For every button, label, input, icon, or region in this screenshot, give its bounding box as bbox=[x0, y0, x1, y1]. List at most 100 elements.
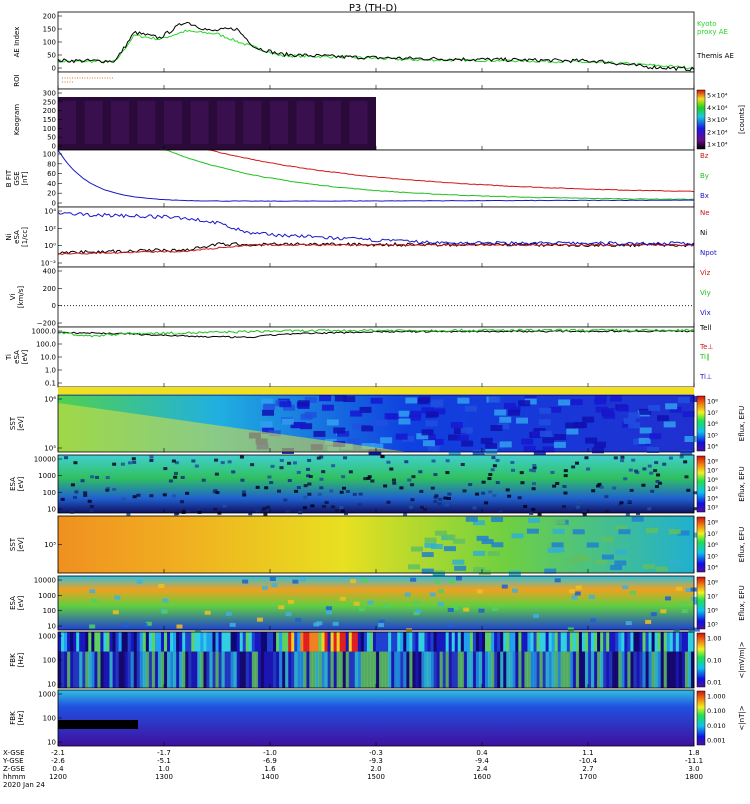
spectrogram-cell bbox=[630, 590, 637, 595]
footer-value: 1300 bbox=[155, 773, 173, 781]
fbk1-stripe bbox=[454, 651, 459, 688]
spectrogram-cell bbox=[569, 589, 576, 594]
fbk1-stripe bbox=[548, 632, 553, 652]
fbk1-stripe bbox=[164, 632, 168, 652]
fbk1-stripe bbox=[403, 651, 407, 688]
spectrogram-cell bbox=[427, 446, 440, 453]
colorbar-scale bbox=[696, 516, 706, 573]
y-tick-label: 200 bbox=[43, 13, 56, 21]
spectrogram-cell bbox=[523, 445, 536, 452]
fbk1-stripe bbox=[491, 632, 495, 652]
spectrogram-cell bbox=[389, 467, 394, 471]
spectrogram-cell bbox=[425, 420, 438, 427]
spectrogram-cell bbox=[445, 471, 450, 475]
spectrogram-cell bbox=[319, 395, 332, 402]
fbk1-stripe bbox=[584, 632, 589, 652]
fbk1-stripe bbox=[309, 651, 313, 688]
keogram-band bbox=[323, 101, 341, 144]
colorbar-tick-label: 1.000 bbox=[707, 693, 726, 701]
spectrogram-cell bbox=[444, 503, 449, 507]
spectrogram-cell bbox=[434, 579, 441, 584]
spectrogram-cell bbox=[204, 610, 211, 615]
fbk1-stripe bbox=[424, 651, 428, 688]
fbk1-stripe bbox=[542, 632, 547, 652]
spectrogram-cell bbox=[447, 492, 452, 496]
spectrogram-cell bbox=[553, 519, 566, 525]
panel-roi: ROI bbox=[13, 71, 695, 90]
spectrogram-cell bbox=[657, 415, 670, 422]
spectrogram-cell bbox=[399, 486, 404, 490]
spectrogram-cell bbox=[445, 459, 450, 463]
fbk1-stripe bbox=[472, 651, 477, 688]
spectrogram-cell bbox=[491, 606, 498, 611]
spectrogram-cell bbox=[485, 442, 498, 449]
colorbar-unit-label: Eflux, EFU bbox=[738, 585, 746, 620]
fbk1-stripe bbox=[312, 632, 316, 652]
fbk1-stripe bbox=[321, 651, 326, 688]
fbk1-stripe bbox=[363, 632, 368, 652]
spectrogram-cell bbox=[418, 396, 431, 403]
fbk1-stripe bbox=[121, 632, 126, 652]
fbk1-stripe bbox=[100, 651, 104, 688]
fbk1-stripe bbox=[500, 651, 504, 688]
y-axis-label: [eV] bbox=[17, 537, 25, 552]
spectrogram-cell bbox=[366, 476, 371, 480]
fbk1-stripe bbox=[627, 651, 631, 688]
fbk1-stripe bbox=[88, 651, 92, 688]
spectrogram-cell bbox=[447, 623, 454, 628]
fbk1-stripe bbox=[230, 651, 235, 688]
spectrogram-cell bbox=[609, 395, 622, 402]
fbk1-stripe bbox=[342, 651, 347, 688]
fbk1-stripe bbox=[127, 651, 132, 688]
fbk1-stripe bbox=[227, 632, 232, 652]
spectrogram-cell bbox=[227, 460, 232, 464]
fbk1-stripe bbox=[133, 632, 138, 652]
spectrogram-cell bbox=[162, 598, 169, 603]
fbk1-stripe bbox=[575, 632, 580, 652]
fbk1-stripe bbox=[597, 651, 601, 688]
fbk1-stripe bbox=[124, 632, 129, 652]
colorbar-scale bbox=[696, 89, 706, 150]
fbk1-stripe bbox=[236, 651, 241, 688]
fbk1-stripe bbox=[360, 632, 365, 652]
fbk1-stripe bbox=[430, 651, 435, 688]
fbk1-stripe bbox=[448, 651, 453, 688]
spectrogram-cell bbox=[332, 621, 339, 626]
footer-value: 1.0 bbox=[158, 765, 169, 773]
fbk1-stripe bbox=[651, 632, 656, 652]
spectrogram-cell bbox=[431, 399, 444, 406]
colorbar-unit-label: [counts] bbox=[738, 105, 746, 134]
fbk1-stripe bbox=[512, 632, 516, 652]
fbk1-stripe bbox=[433, 632, 438, 652]
spectrogram-cell bbox=[296, 470, 301, 474]
spectrogram-cell bbox=[186, 509, 191, 513]
colorbar-tick-label: 0.10 bbox=[707, 657, 721, 665]
spectrogram-cell bbox=[575, 505, 580, 509]
fbk1-stripe bbox=[669, 632, 674, 652]
fbk1-stripe bbox=[306, 651, 310, 688]
fbk1-stripe bbox=[406, 632, 410, 652]
y-tick-label: 150 bbox=[43, 26, 56, 34]
y-tick-label: −200 bbox=[37, 320, 56, 328]
spectrogram-cell bbox=[685, 588, 692, 593]
spectrogram-cell bbox=[241, 490, 246, 494]
fbk1-stripe bbox=[230, 632, 235, 652]
spectrogram-cell bbox=[263, 512, 268, 516]
spectrogram-cell bbox=[463, 607, 470, 612]
spectrogram-cell bbox=[628, 412, 641, 419]
fbk1-stripe bbox=[663, 632, 668, 652]
spectrogram-cell bbox=[242, 579, 249, 584]
fbk1-stripe bbox=[239, 632, 244, 652]
spectrogram-cell bbox=[487, 477, 492, 481]
colorbar-tick-label: 3×10⁴ bbox=[707, 116, 728, 124]
colorbar-tick-label: 10⁸ bbox=[707, 519, 718, 527]
spectrogram-cell bbox=[383, 603, 390, 608]
spectrogram-cell bbox=[339, 596, 346, 601]
spectrogram-cell bbox=[452, 605, 459, 610]
spectrogram-cell bbox=[539, 407, 552, 414]
fbk1-stripe bbox=[330, 651, 335, 688]
y-axis-label: B FIT bbox=[5, 169, 13, 187]
fbk1-stripe bbox=[312, 651, 316, 688]
spectrogram-cell bbox=[350, 410, 363, 417]
ni-line bbox=[57, 242, 695, 255]
